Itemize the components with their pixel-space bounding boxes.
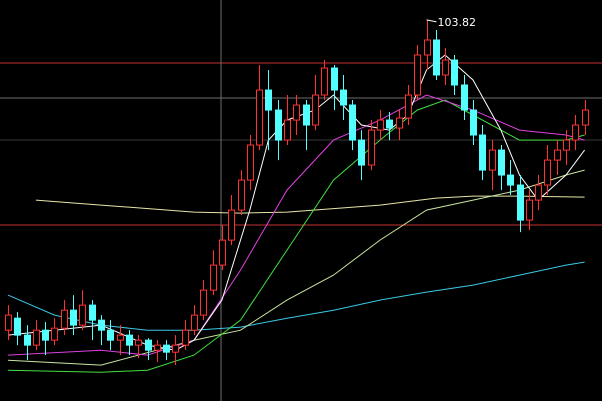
candle-body: [265, 89, 272, 111]
candle-body: [219, 239, 226, 266]
candle-body: [405, 94, 412, 119]
candle-body: [89, 304, 96, 321]
candle-body: [433, 39, 440, 76]
candle-body: [70, 309, 77, 326]
candle-body: [107, 329, 114, 341]
candle-body: [340, 89, 347, 106]
moving-average-line: [7, 99, 585, 373]
candle-body: [191, 314, 198, 331]
candle-body: [451, 59, 458, 86]
candle-body: [303, 104, 310, 126]
candle-body: [479, 134, 486, 171]
candle-body: [358, 139, 365, 166]
candle-body: [5, 314, 12, 331]
candle-body: [470, 109, 477, 136]
candle-body: [414, 54, 421, 96]
candle-body: [293, 104, 300, 121]
candle-body: [145, 339, 152, 351]
candle-body: [172, 344, 179, 353]
candles: [5, 19, 589, 366]
candle-body: [572, 124, 579, 141]
annotation-label: 103.82: [438, 16, 477, 29]
candle-body: [98, 319, 105, 331]
candle-body: [154, 344, 161, 351]
candle-body: [377, 119, 384, 131]
candle-body: [461, 84, 468, 111]
candle-body: [163, 344, 170, 353]
candle-body: [256, 89, 263, 146]
candle-body: [517, 184, 524, 221]
candle-body: [238, 179, 245, 211]
candle-body: [117, 334, 124, 341]
candle-body: [498, 149, 505, 176]
candle-body: [33, 329, 40, 346]
annotation-pointer: [426, 19, 437, 23]
candle-body: [247, 144, 254, 181]
candle-body: [51, 327, 58, 341]
candle-body: [507, 174, 514, 186]
candle-body: [368, 129, 375, 166]
candle-body: [535, 184, 542, 201]
candle-body: [135, 339, 142, 346]
candle-body: [24, 334, 31, 346]
moving-average-line: [7, 261, 585, 331]
candle-body: [210, 264, 217, 291]
candle-body: [489, 149, 496, 171]
moving-average-line: [7, 94, 585, 356]
candle-body: [79, 304, 86, 326]
candle-body: [544, 159, 551, 186]
candle-body: [563, 139, 570, 151]
candle-body: [14, 317, 21, 336]
candle-body: [554, 149, 561, 161]
candle-body: [424, 39, 431, 56]
candle-body: [331, 67, 338, 91]
candle-body: [386, 119, 393, 129]
candle-body: [126, 334, 133, 346]
moving-average-line: [7, 169, 585, 366]
candle-body: [61, 309, 68, 329]
candle-body: [42, 329, 49, 341]
candle-body: [228, 209, 235, 241]
annotations: 103.82: [426, 16, 477, 29]
moving-average-line: [35, 195, 585, 214]
candle-body: [526, 199, 533, 221]
candle-body: [200, 289, 207, 316]
candle-body: [349, 104, 356, 141]
candle-body: [312, 94, 319, 126]
candle-body: [396, 117, 403, 129]
candle-body: [321, 67, 328, 96]
candle-body: [582, 109, 589, 126]
candle-body: [284, 119, 291, 141]
candle-body: [275, 109, 282, 141]
candle-body: [182, 329, 189, 346]
candle-body: [442, 59, 449, 76]
